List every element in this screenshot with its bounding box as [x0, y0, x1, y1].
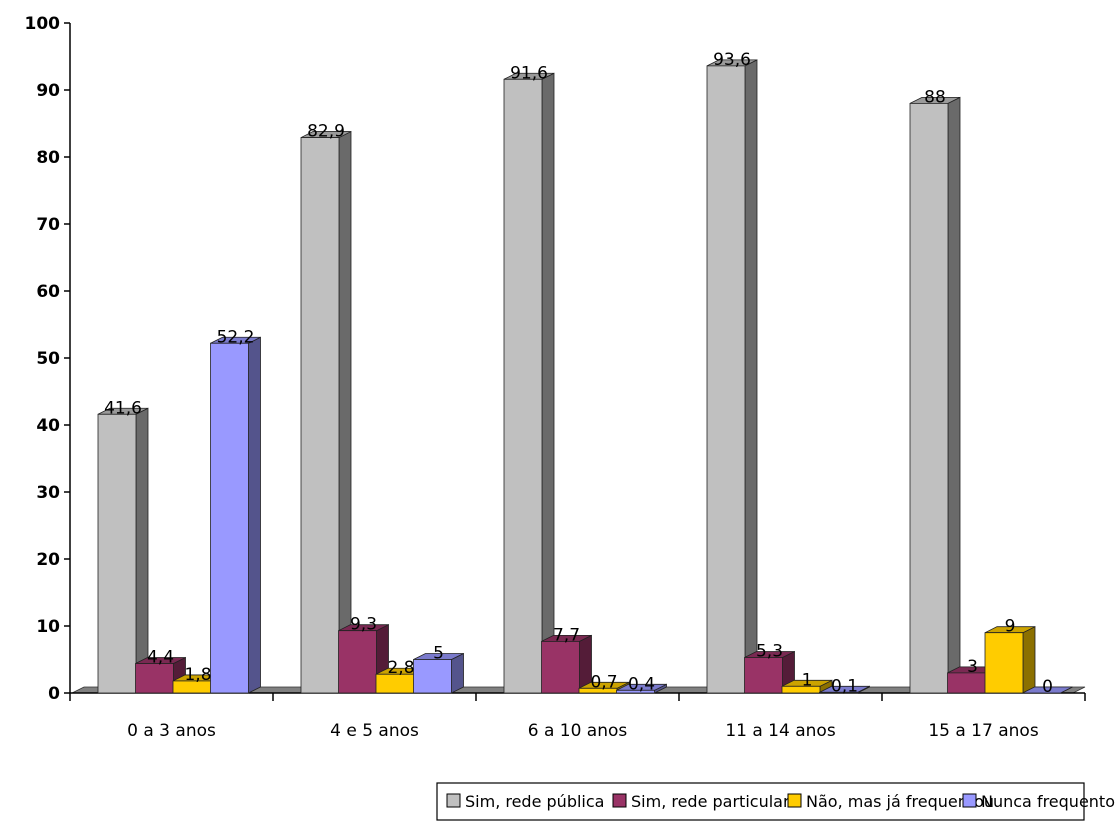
bar [909, 96, 961, 694]
data-label: 1 [802, 670, 813, 690]
bar-front [135, 663, 174, 694]
data-label: 9,3 [350, 615, 377, 635]
data-label: 0 [1042, 677, 1053, 697]
data-label: 7,7 [553, 625, 580, 645]
x-tick-label: 15 a 17 anos [928, 721, 1038, 741]
data-label: 41,6 [104, 398, 142, 418]
bar [210, 336, 261, 694]
y-tick-label: 20 [36, 550, 60, 570]
data-label: 82,9 [307, 122, 345, 142]
bar-front [338, 630, 377, 694]
bar [984, 626, 1036, 694]
bar-front [781, 685, 821, 694]
y-tick-label: 100 [25, 14, 61, 34]
legend-item: Sim, rede particular [612, 792, 790, 811]
x-axis: 0 a 3 anos 4 e 5 anos 6 a 10 anos 11 a 14 a… [69, 693, 1086, 741]
bar-front [909, 103, 949, 694]
bar [413, 652, 464, 694]
legend-item: Não, mas já frequentou [787, 792, 994, 811]
bar-side [1022, 626, 1036, 694]
bar-front [300, 137, 340, 694]
data-label: 4,4 [147, 648, 174, 668]
bar [819, 685, 870, 694]
bar-front [819, 691, 858, 694]
bar-front [503, 78, 543, 694]
data-label: 9 [1005, 617, 1016, 637]
bar-front [97, 413, 137, 694]
bar-side [744, 59, 758, 694]
bar [616, 683, 667, 694]
x-tick-label: 0 a 3 anos [127, 721, 216, 741]
bar-side [947, 96, 961, 694]
y-tick-label: 0 [48, 684, 60, 704]
data-label: 2,8 [387, 658, 414, 678]
legend-item: Sim, rede pública [446, 792, 604, 811]
bar [503, 72, 555, 694]
data-label: 93,6 [713, 50, 751, 70]
y-tick-label: 30 [36, 483, 60, 503]
x-tick-label: 11 a 14 anos [725, 721, 835, 741]
legend-label: Sim, rede pública [465, 792, 604, 811]
legend-label: Sim, rede particular [631, 792, 790, 811]
legend-swatch [612, 793, 627, 808]
data-label: 5 [433, 644, 444, 664]
data-label: 52,2 [217, 327, 255, 347]
bar-top [1022, 686, 1073, 694]
data-label: 0,7 [590, 672, 617, 692]
data-label: 0,1 [831, 676, 858, 696]
legend-swatch [446, 793, 461, 808]
data-label: 1,8 [184, 665, 211, 685]
y-tick-label: 80 [36, 148, 60, 168]
bar [97, 407, 149, 694]
x-tick-label: 6 a 10 anos [528, 721, 628, 741]
bar-front [413, 659, 452, 694]
bar [541, 634, 592, 694]
bar-front [984, 632, 1024, 694]
legend: Sim, rede pública Sim, rede particular Não… [436, 782, 1115, 821]
data-label: 91,6 [510, 63, 548, 83]
bar-front [210, 342, 249, 694]
y-tick-label: 70 [36, 215, 60, 235]
y-tick-label: 50 [36, 349, 60, 369]
bars [97, 59, 1073, 694]
bar-side [248, 336, 261, 694]
bar-front [541, 641, 580, 694]
x-tick-label: 4 e 5 anos [330, 721, 419, 741]
bar-front [616, 689, 655, 694]
legend-label: Não, mas já frequentou [806, 792, 994, 811]
bar-front [706, 65, 746, 694]
data-label: 0,4 [628, 674, 655, 694]
bar-front [744, 657, 783, 694]
bar [706, 59, 758, 694]
data-label: 5,3 [756, 641, 783, 661]
legend-swatch [962, 793, 977, 808]
bar [1022, 686, 1073, 694]
legend-swatch [787, 793, 802, 808]
y-tick-label: 60 [36, 282, 60, 302]
legend-label: Nunca frequentou [981, 792, 1115, 811]
bar-side [451, 652, 464, 694]
bar-side [338, 130, 352, 694]
legend-item: Nunca frequentou [962, 792, 1115, 811]
bar-side [541, 72, 555, 694]
data-label: 88 [924, 87, 946, 107]
y-tick-label: 10 [36, 617, 60, 637]
bar [300, 130, 352, 694]
y-tick-label: 40 [36, 416, 60, 436]
y-tick-label: 90 [36, 81, 60, 101]
data-label: 3 [967, 657, 978, 677]
